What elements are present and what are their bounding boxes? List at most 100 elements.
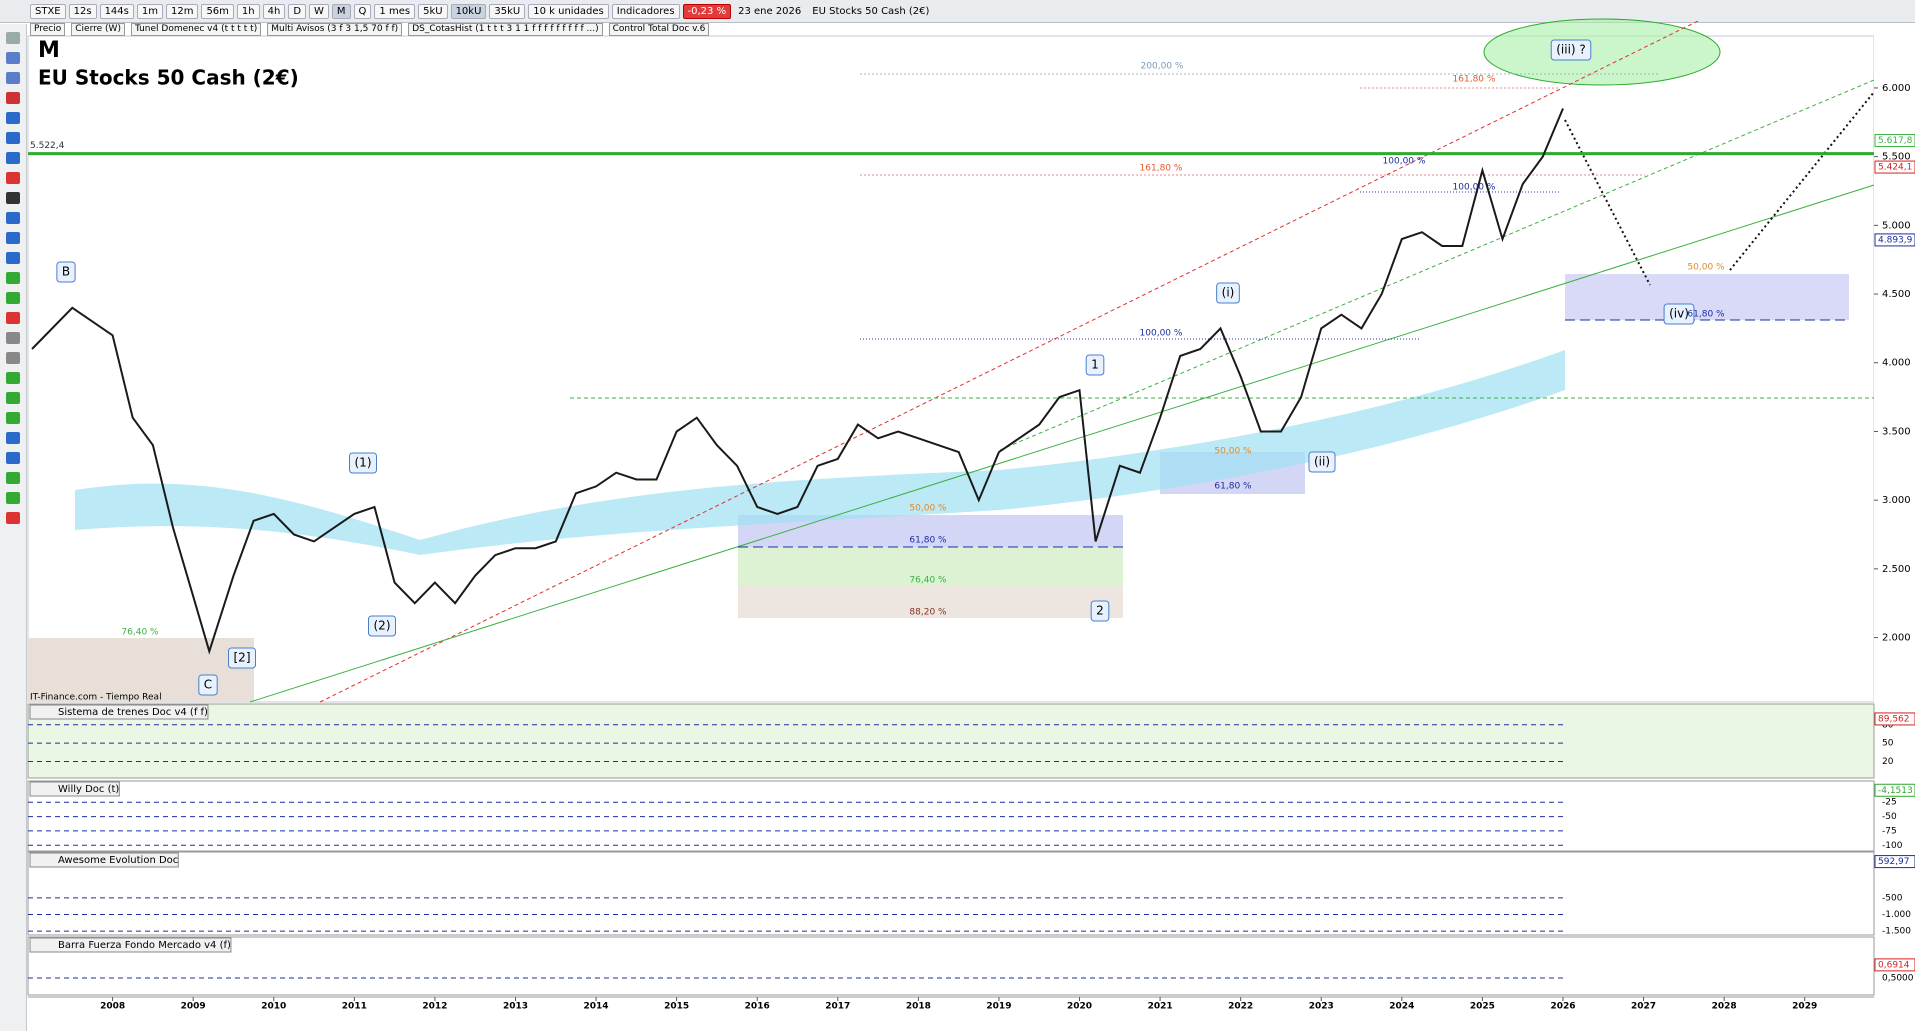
panel-title-box [29, 704, 209, 720]
tool[interactable] [6, 512, 20, 524]
tool[interactable] [6, 272, 20, 284]
panel-tick-label: -100 [1882, 841, 1903, 851]
toolbar-button[interactable]: 144s [99, 3, 134, 19]
x-tick-label: 2010 [261, 1002, 286, 1012]
toolbar-button[interactable]: M [331, 3, 351, 19]
price-tag-label: 4.893,9 [1878, 235, 1913, 245]
indicator-tag[interactable]: Tunel Domenec v4 (t t t t t) [130, 23, 262, 36]
tool[interactable] [6, 492, 20, 504]
correction-zone [1565, 274, 1849, 320]
fib-zone [738, 515, 1123, 618]
panel-tag-label: 89,562 [1878, 714, 1910, 724]
toolbar-button[interactable]: 12s [68, 3, 97, 19]
panel-tick-label: 80 [1882, 720, 1894, 730]
wave-box [198, 674, 218, 696]
x-tick-label: 2020 [1067, 1002, 1092, 1012]
tool[interactable] [6, 52, 20, 64]
tool[interactable] [6, 172, 20, 184]
price-line [31, 108, 1564, 655]
toolbar-button[interactable]: 35kU [489, 3, 526, 19]
toolbar-button[interactable]: D [288, 3, 307, 19]
wave-box [228, 647, 256, 669]
date: 23 ene 2026 [738, 5, 802, 17]
y-tick-label: 2.500 [1882, 564, 1911, 575]
y-tick-label: 5.000 [1882, 220, 1911, 231]
panel-title: Awesome Evolution Doc [58, 855, 178, 866]
x-tick-label: 2014 [584, 1002, 609, 1012]
toolbar-button[interactable]: 56m [201, 3, 234, 19]
panel-tag-label: 592,97 [1878, 857, 1910, 867]
panel-frame [27, 703, 1875, 779]
tool[interactable] [6, 392, 20, 404]
wave-box [1090, 600, 1110, 622]
timeframe: M [38, 38, 60, 63]
tool[interactable] [6, 352, 20, 364]
panel-title: Barra Fuerza Fondo Mercado v4 (f) [58, 940, 231, 951]
indicator-tag[interactable]: DS_CotasHist (1 t t t 3 1 1 f f f f f f … [408, 23, 603, 36]
indicator-tag[interactable]: Control Total Doc v.6 [608, 23, 710, 36]
panel-title-box [29, 852, 179, 868]
fib-label: 61,80 % [1214, 482, 1252, 492]
panel-title-box [29, 781, 120, 797]
tool[interactable] [6, 472, 20, 484]
tool[interactable] [6, 252, 20, 264]
tool[interactable] [6, 92, 20, 104]
tool-palette [0, 24, 27, 1031]
toolbar-button[interactable]: 1 mes [374, 3, 416, 19]
wave-box [368, 615, 396, 637]
toolbar-button[interactable]: 5kU [418, 3, 448, 19]
x-tick-label: 2011 [342, 1002, 367, 1012]
panel-tick-label: 20 [1882, 757, 1894, 767]
fib-label: 88,20 % [909, 608, 947, 618]
wave-label: 1 [1091, 358, 1099, 372]
x-tick-label: 2017 [825, 1002, 850, 1012]
tool[interactable] [6, 412, 20, 424]
toolbar-button[interactable]: 12m [165, 3, 199, 19]
toolbar-button[interactable]: 10kU [450, 3, 487, 19]
projection-arrow [1564, 119, 1651, 286]
toolbar-button[interactable]: W [309, 3, 329, 19]
tool[interactable] [6, 212, 20, 224]
panel-tag [1874, 855, 1915, 869]
tool[interactable] [6, 312, 20, 324]
tool[interactable] [6, 132, 20, 144]
x-tick-label: 2021 [1148, 1002, 1173, 1012]
panel-tick-label: 50 [1882, 739, 1894, 749]
wave-label: (ii) [1314, 455, 1330, 469]
toolbar-button[interactable]: Q [353, 3, 372, 19]
x-tick-label: 2015 [664, 1002, 689, 1012]
chart-title: EU Stocks 50 Cash (2€) [38, 66, 299, 90]
x-tick-label: 2025 [1470, 1002, 1495, 1012]
toolbar-button[interactable]: 10 k unidades [528, 3, 609, 19]
x-tick-label: 2012 [422, 1002, 447, 1012]
tool[interactable] [6, 192, 20, 204]
tool[interactable] [6, 32, 20, 44]
toolbar-button[interactable]: 1m [136, 3, 163, 19]
x-tick-label: 2029 [1792, 1002, 1817, 1012]
toolbar-button[interactable]: 1h [236, 3, 260, 19]
wave-box [1216, 282, 1240, 304]
indicator-tag[interactable]: Multi Avisos (3 f 3 1,5 70 f f) [267, 23, 403, 36]
tool[interactable] [6, 372, 20, 384]
wave-label: C [204, 678, 212, 692]
panel-tag-label: -4,1513 [1878, 786, 1913, 796]
toolbar-button[interactable]: 4h [262, 3, 286, 19]
tunnel-band [75, 350, 1565, 555]
y-tick-label: 3.000 [1882, 495, 1911, 506]
indicator-tag[interactable]: Precio [30, 23, 66, 36]
tool[interactable] [6, 432, 20, 444]
panel-tag [1874, 712, 1915, 726]
toolbar-button[interactable]: Indicadores [611, 3, 680, 19]
tool[interactable] [6, 112, 20, 124]
tool[interactable] [6, 292, 20, 304]
tool[interactable] [6, 332, 20, 344]
toolbar-button[interactable]: STXE [30, 3, 66, 19]
indicator-tag[interactable]: Cierre (W) [71, 23, 125, 36]
wave-label: B [62, 265, 70, 279]
wave-label: 2 [1096, 604, 1104, 618]
tool[interactable] [6, 152, 20, 164]
tool[interactable] [6, 72, 20, 84]
wave-label: (i) [1222, 286, 1235, 300]
tool[interactable] [6, 452, 20, 464]
tool[interactable] [6, 232, 20, 244]
